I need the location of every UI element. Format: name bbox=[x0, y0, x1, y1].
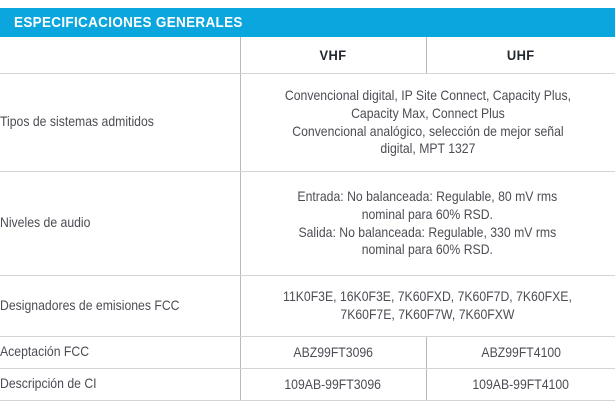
general-specifications-table: VHF UHF Tipos de sistemas admitidos Conv… bbox=[0, 37, 615, 401]
row-label-fcc-emission-designators: Designadores de emisiones FCC bbox=[0, 275, 240, 337]
value-line: Entrada: No balanceada: Regulable, 80 mV… bbox=[297, 189, 558, 205]
section-header-bar: ESPECIFICACIONES GENERALES bbox=[0, 8, 615, 37]
table-row: Designadores de emisiones FCC 11K0F3E, 1… bbox=[0, 275, 615, 337]
row-label-text: Aceptación FCC bbox=[0, 344, 90, 359]
column-header-label-blank bbox=[9, 37, 231, 74]
row-label-text: Tipos de sistemas admitidos bbox=[0, 114, 154, 129]
row-value-fcc-acceptance-uhf: ABZ99FT4100 bbox=[425, 336, 615, 369]
specifications-sheet: ESPECIFICACIONES GENERALES VHF UHF Tipos… bbox=[0, 8, 615, 401]
value-text: 109AB-99FT4100 bbox=[472, 376, 570, 392]
row-label-fcc-acceptance: Aceptación FCC bbox=[0, 336, 240, 369]
row-value-supported-systems: Convencional digital, IP Site Connect, C… bbox=[239, 73, 615, 172]
value-line: 7K60F7E, 7K60F7W, 7K60FXW bbox=[340, 307, 515, 322]
value-line: nominal para 60% RSD. bbox=[362, 206, 494, 222]
table-header-row: VHF UHF bbox=[0, 37, 615, 74]
value-text: ABZ99FT3096 bbox=[293, 344, 373, 360]
value-text: 109AB-99FT3096 bbox=[284, 376, 382, 392]
value-line: Convencional digital, IP Site Connect, C… bbox=[284, 88, 571, 104]
value-line: 11K0F3E, 16K0F3E, 7K60FXD, 7K60F7D, 7K60… bbox=[283, 289, 573, 305]
value-line: Salida: No balanceada: Regulable, 330 mV… bbox=[298, 224, 557, 240]
row-value-ic-description-vhf: 109AB-99FT3096 bbox=[239, 368, 426, 401]
row-value-ic-description-uhf: 109AB-99FT4100 bbox=[425, 368, 615, 401]
row-label-supported-systems: Tipos de sistemas admitidos bbox=[0, 73, 240, 172]
table-row: Tipos de sistemas admitidos Convencional… bbox=[0, 73, 615, 172]
row-label-ic-description: Descripción de CI bbox=[0, 368, 240, 401]
table-row: Niveles de audio Entrada: No balanceada:… bbox=[0, 171, 615, 276]
value-line: Capacity Max, Connect Plus bbox=[350, 105, 505, 121]
row-value-fcc-acceptance-vhf: ABZ99FT3096 bbox=[239, 336, 426, 369]
row-value-fcc-emission-designators: 11K0F3E, 16K0F3E, 7K60FXD, 7K60F7D, 7K60… bbox=[239, 275, 615, 337]
row-label-text: Niveles de audio bbox=[0, 215, 91, 230]
table-row: Descripción de CI 109AB-99FT3096 109AB-9… bbox=[0, 368, 615, 401]
column-header-uhf: UHF bbox=[433, 37, 608, 74]
row-value-audio-levels: Entrada: No balanceada: Regulable, 80 mV… bbox=[239, 171, 615, 276]
section-header-title: ESPECIFICACIONES GENERALES bbox=[14, 14, 243, 31]
row-label-text: Designadores de emisiones FCC bbox=[0, 297, 180, 313]
value-line: nominal para 60% RSD. bbox=[362, 242, 494, 258]
value-line: digital, MPT 1327 bbox=[380, 141, 476, 157]
row-label-text: Descripción de CI bbox=[0, 376, 97, 391]
value-line: Convencional analógico, selección de mej… bbox=[292, 123, 564, 139]
row-label-audio-levels: Niveles de audio bbox=[0, 171, 240, 276]
column-header-vhf: VHF bbox=[246, 37, 419, 74]
table-row: Aceptación FCC ABZ99FT3096 ABZ99FT4100 bbox=[0, 336, 615, 369]
value-text: ABZ99FT4100 bbox=[480, 344, 561, 360]
